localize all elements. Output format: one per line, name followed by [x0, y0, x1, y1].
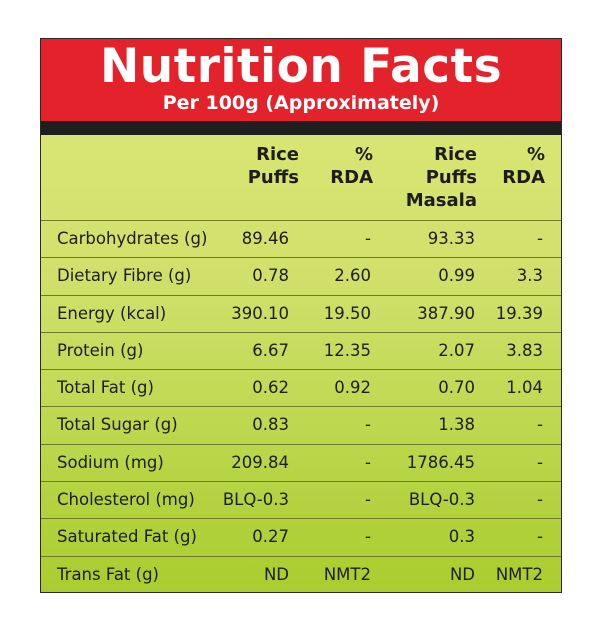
cell-rice-puffs: 89.46 [241, 229, 289, 248]
column-header-rda-1: % RDA [330, 144, 373, 188]
cell-rda-2: NMT2 [495, 564, 543, 584]
row-label: Protein (g) [57, 340, 144, 360]
cell-rda-1: 2.60 [334, 266, 371, 286]
table-row: Energy (kcal) 390.10 19.50 387.90 19.39 [41, 294, 561, 332]
cell-rice-puffs: 0.83 [252, 415, 289, 435]
cell-rice-puffs-masala: 1.38 [438, 415, 475, 435]
cell-rice-puffs: 390.10 [231, 303, 289, 323]
cell-rice-puffs: 0.62 [252, 378, 289, 398]
row-label: Trans Fat (g) [57, 564, 159, 584]
table-row: Total Sugar (g) 0.83 - 1.38 - [41, 406, 561, 443]
cell-rda-1: - [365, 415, 371, 435]
header-divider [41, 121, 561, 135]
cell-rda-2: 19.39 [495, 303, 543, 323]
table-row: Cholesterol (mg) BLQ-0.3 - BLQ-0.3 - [41, 481, 561, 518]
cell-rice-puffs-masala: ND [449, 564, 475, 584]
cell-rice-puffs: BLQ-0.3 [222, 490, 289, 510]
cell-rda-1: NMT2 [323, 564, 371, 584]
column-header-rda-2: % RDA [502, 144, 545, 188]
nutrition-table: Carbohydrates (g) 89.46 - 93.33 - Dietar… [41, 220, 561, 592]
cell-rice-puffs-masala: 0.70 [438, 378, 475, 398]
table-row: Carbohydrates (g) 89.46 - 93.33 - [41, 220, 561, 257]
cell-rice-puffs-masala: 387.90 [417, 303, 475, 323]
table-row: Sodium (mg) 209.84 - 1786.45 - [41, 443, 561, 481]
cell-rice-puffs-masala: BLQ-0.3 [408, 490, 475, 510]
cell-rda-1: - [365, 490, 371, 510]
row-label: Total Fat (g) [57, 378, 154, 398]
header-banner: Nutrition Facts Per 100g (Approximately) [41, 39, 561, 121]
cell-rice-puffs: 209.84 [231, 452, 289, 472]
cell-rda-1: 12.35 [323, 340, 371, 360]
cell-rice-puffs: ND [263, 564, 289, 584]
row-label: Total Sugar (g) [57, 415, 178, 435]
cell-rice-puffs: 0.27 [252, 527, 289, 547]
cell-rda-1: - [365, 527, 371, 547]
cell-rda-2: - [537, 490, 543, 510]
table-row: Saturated Fat (g) 0.27 - 0.3 - [41, 518, 561, 555]
column-header-rice-puffs: Rice Puffs [247, 144, 299, 188]
table-row: Trans Fat (g) ND NMT2 ND NMT2 [41, 555, 561, 592]
row-label: Energy (kcal) [57, 303, 167, 323]
cell-rice-puffs-masala: 93.33 [427, 229, 475, 248]
cell-rice-puffs: 0.78 [252, 266, 289, 286]
cell-rice-puffs: 6.67 [252, 340, 289, 360]
cell-rda-2: - [537, 229, 543, 248]
table-row: Total Fat (g) 0.62 0.92 0.70 1.04 [41, 369, 561, 406]
page-title: Nutrition Facts [99, 39, 503, 94]
column-header-rice-puffs-masala: Rice Puffs Masala [405, 144, 477, 211]
cell-rda-2: - [537, 415, 543, 435]
cell-rda-1: - [365, 452, 371, 472]
cell-rice-puffs-masala: 0.3 [448, 527, 475, 547]
cell-rda-2: 3.3 [516, 266, 543, 286]
cell-rda-2: 3.83 [506, 340, 543, 360]
cell-rda-2: - [537, 527, 543, 547]
row-label: Dietary Fibre (g) [57, 266, 192, 286]
cell-rice-puffs-masala: 0.99 [438, 266, 475, 286]
page-subtitle: Per 100g (Approximately) [162, 92, 440, 114]
cell-rda-1: 0.92 [334, 378, 371, 398]
row-label: Saturated Fat (g) [57, 527, 197, 547]
cell-rda-1: - [365, 229, 371, 248]
table-row: Protein (g) 6.67 12.35 2.07 3.83 [41, 331, 561, 369]
cell-rda-2: 1.04 [506, 378, 543, 398]
row-label: Carbohydrates (g) [57, 229, 208, 248]
cell-rda-1: 19.50 [323, 303, 371, 323]
row-label: Cholesterol (mg) [57, 490, 195, 510]
cell-rice-puffs-masala: 2.07 [438, 340, 475, 360]
nutrition-facts-panel: Nutrition Facts Per 100g (Approximately)… [40, 38, 562, 593]
row-label: Sodium (mg) [57, 452, 164, 472]
table-row: Dietary Fibre (g) 0.78 2.60 0.99 3.3 [41, 257, 561, 294]
cell-rice-puffs-masala: 1786.45 [406, 452, 475, 472]
cell-rda-2: - [537, 452, 543, 472]
